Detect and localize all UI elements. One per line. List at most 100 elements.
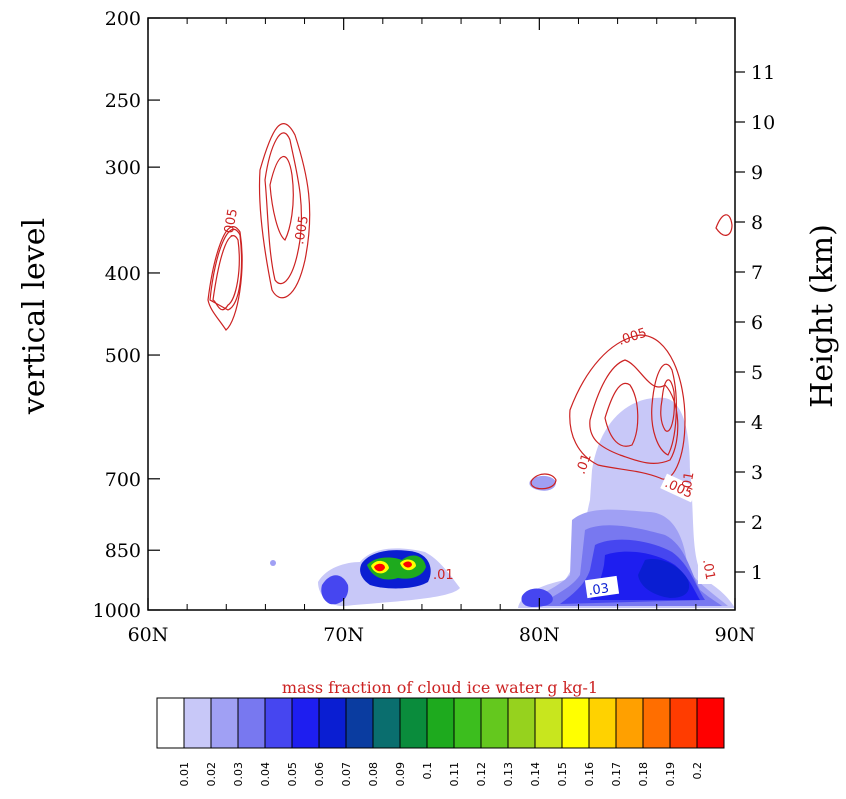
contour-label-bg — [584, 575, 620, 599]
contour-label: .005 — [617, 326, 649, 349]
contour-1 — [212, 235, 240, 311]
field-left-2 — [321, 575, 349, 605]
contour-6 — [269, 155, 294, 241]
colorbar-swatch — [615, 697, 644, 749]
y-left-tick-label: 300 — [105, 157, 141, 179]
contour-9 — [604, 382, 639, 447]
y-right-tick-label: 11 — [751, 62, 775, 84]
y-left-tick-label: 1000 — [93, 600, 141, 622]
colorbar-swatch — [561, 697, 590, 749]
y-right-tick-label: 2 — [751, 512, 763, 534]
x-tick-label: 70N — [323, 624, 364, 646]
colorbar-swatch — [642, 697, 671, 749]
contour-label: .01 — [574, 452, 595, 477]
colorbar-swatch — [372, 697, 401, 749]
colorbar-label: 0.14 — [529, 762, 542, 787]
colorbar-swatch — [210, 697, 239, 749]
y-right-tick-label: 9 — [751, 162, 763, 184]
colorbar-label: 0.04 — [259, 762, 272, 787]
y-right-tick-label: 4 — [751, 412, 763, 434]
field-left-6 — [374, 563, 385, 572]
field-left-8 — [403, 561, 412, 568]
contour-12 — [715, 214, 733, 236]
x-tick-label: 80N — [519, 624, 560, 646]
colorbar-label: 0.17 — [610, 762, 623, 787]
colorbar-title: mass fraction of cloud ice water g kg-1 — [282, 678, 598, 697]
colorbar-swatch — [426, 697, 455, 749]
colorbar-label: 0.12 — [475, 762, 488, 787]
y-right-tick-label: 10 — [751, 112, 775, 134]
contour-13 — [530, 473, 557, 490]
colorbar-label: 0.02 — [205, 762, 218, 787]
contour-label: .01 — [679, 471, 697, 494]
contour-label-bg — [660, 473, 698, 503]
contour-5 — [258, 123, 311, 299]
axes: 60N 70N 80N 90N 200 250 300 400 500 700 850 1000 1 2 3… — [93, 8, 776, 646]
colorbar-swatch — [345, 697, 374, 749]
y-left-tick-label: 500 — [105, 345, 141, 367]
colorbar-label: 0.09 — [394, 762, 407, 787]
y-right-tick-label: 6 — [751, 312, 763, 334]
colorbar-label: 0.18 — [637, 762, 650, 787]
x-tick-label: 90N — [715, 624, 756, 646]
contour-3 — [207, 226, 243, 331]
y-left-tick-label: 850 — [105, 540, 141, 562]
contour-11 — [660, 379, 675, 432]
field-dot — [270, 560, 276, 566]
contour-label: .005 — [292, 215, 312, 246]
colorbar-label: 0.2 — [691, 762, 704, 780]
y-right-tick-label: 5 — [751, 362, 763, 384]
colorbar-swatch — [453, 697, 482, 749]
contour-4 — [264, 132, 303, 285]
colorbar-swatch — [237, 697, 266, 749]
colorbar-swatch — [534, 697, 563, 749]
colorbar-label: 0.16 — [583, 762, 596, 787]
y-axis-right-title: Height (km) — [805, 224, 840, 408]
colorbar-swatch — [507, 697, 536, 749]
colorbar-swatch — [696, 697, 725, 749]
contour-label-bg — [698, 560, 714, 584]
contour-labels: .005 .005 .005 .005 .01 .01 .01 .01 .03 — [221, 208, 717, 599]
contour-lines — [207, 123, 733, 490]
contour-label: .03 — [587, 581, 610, 599]
y-axis-left-title: vertical level — [17, 218, 52, 415]
y-left-tick-label: 400 — [105, 263, 141, 285]
colorbar-swatch — [156, 697, 185, 749]
plot-frame — [147, 17, 736, 611]
x-tick-label: 60N — [128, 624, 169, 646]
colorbar-label: 0.06 — [313, 762, 326, 787]
colorbar-swatch — [291, 697, 320, 749]
colorbar-label: 0.05 — [286, 762, 299, 787]
colorbar-swatch — [318, 697, 347, 749]
contour-label: .01 — [699, 558, 717, 581]
contour-label: .01 — [433, 568, 454, 583]
y-right-tick-label: 1 — [751, 562, 763, 584]
colorbar-label: 0.11 — [448, 762, 461, 787]
field-blob-80n — [521, 588, 553, 607]
colorbar-label: 0.07 — [340, 762, 353, 787]
y-left-tick-label: 200 — [105, 8, 141, 30]
colorbar-label: 0.1 — [421, 762, 434, 780]
colorbar-label: 0.19 — [664, 762, 677, 787]
y-left-tick-label: 700 — [105, 469, 141, 491]
field-level-6 — [638, 559, 690, 598]
colorbar-label: 0.01 — [178, 762, 191, 787]
y-right-tick-label: 7 — [751, 262, 763, 284]
contour-2 — [209, 228, 243, 311]
contour-label: .005 — [221, 208, 241, 239]
colorbar-swatch — [669, 697, 698, 749]
colorbar-swatch — [399, 697, 428, 749]
colorbar-swatch — [183, 697, 212, 749]
colorbar-swatch — [264, 697, 293, 749]
colorbar-swatch — [588, 697, 617, 749]
y-right-tick-label: 8 — [751, 212, 763, 234]
colorbar-label: 0.15 — [556, 762, 569, 787]
colorbar-swatch — [480, 697, 509, 749]
colorbar-label: 0.03 — [232, 762, 245, 787]
colorbar-label: 0.08 — [367, 762, 380, 787]
contour-7 — [569, 334, 686, 480]
colorbar-label: 0.13 — [502, 762, 515, 787]
y-right-tick-label: 3 — [751, 462, 763, 484]
contour-10 — [651, 363, 677, 456]
